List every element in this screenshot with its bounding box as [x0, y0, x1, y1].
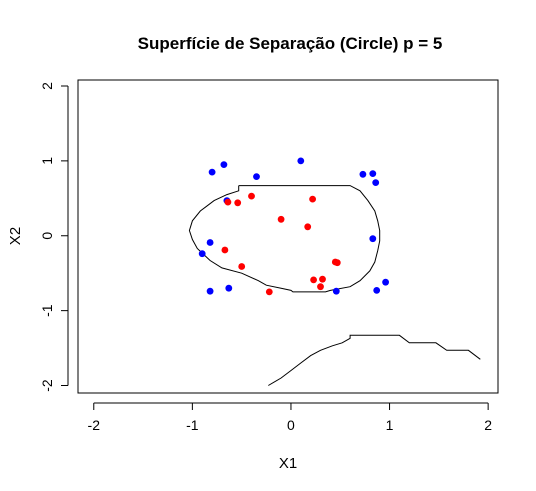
- boundary-line-1: [188, 185, 381, 293]
- y-tick-label: -1: [39, 304, 55, 317]
- data-point-2-11: [310, 276, 317, 284]
- y-axis-label: X2: [7, 227, 24, 245]
- data-point-1-4: [297, 157, 305, 165]
- data-point-2-7: [221, 246, 229, 254]
- y-tick-label: 2: [39, 82, 55, 90]
- data-point-1-7: [372, 179, 380, 187]
- data-point-1-6: [369, 170, 377, 178]
- y-tick-label: 0: [39, 232, 55, 240]
- data-point-1-12: [382, 278, 389, 286]
- data-point-2-2: [234, 199, 242, 207]
- data-point-1-16: [373, 287, 381, 294]
- x-tick-label: -2: [88, 417, 101, 433]
- x-tick-label: 2: [484, 417, 492, 433]
- data-point-1-9: [369, 235, 377, 243]
- data-point-2-3: [224, 198, 232, 206]
- y-tick-label: 1: [39, 157, 55, 165]
- data-point-1-2: [220, 161, 228, 169]
- data-point-1-14: [225, 284, 233, 292]
- data-point-1-15: [332, 287, 340, 295]
- data-point-2-4: [309, 195, 316, 203]
- chart-title: Superfície de Separação (Circle) p = 5: [138, 34, 443, 53]
- data-point-2-14: [265, 288, 273, 296]
- x-axis: -2 -1 0 1 2: [88, 402, 492, 433]
- data-point-2-13: [317, 283, 324, 291]
- data-points: [198, 157, 389, 296]
- x-tick-label: -1: [186, 417, 199, 433]
- data-point-2-12: [319, 275, 326, 283]
- data-point-1-3: [253, 173, 260, 181]
- data-point-2-1: [248, 192, 255, 200]
- x-tick-label: 0: [287, 417, 295, 433]
- x-tick-label: 1: [386, 417, 394, 433]
- data-point-1-5: [359, 170, 367, 178]
- data-point-1-11: [198, 250, 206, 258]
- plot-area-frame: [77, 79, 499, 394]
- x-axis-label: X1: [279, 455, 297, 472]
- data-point-2-5: [277, 215, 285, 223]
- data-point-2-8: [238, 263, 246, 270]
- decision-boundaries: [188, 185, 481, 386]
- y-axis: -2 -1 0 1 2: [39, 82, 69, 392]
- data-point-1-13: [206, 287, 214, 295]
- data-point-1-1: [208, 168, 216, 176]
- y-tick-label: -2: [39, 379, 55, 392]
- data-point-2-6: [304, 223, 312, 231]
- data-point-2-10: [333, 259, 341, 267]
- boundary-line-2: [268, 334, 481, 386]
- data-point-1-10: [206, 239, 214, 246]
